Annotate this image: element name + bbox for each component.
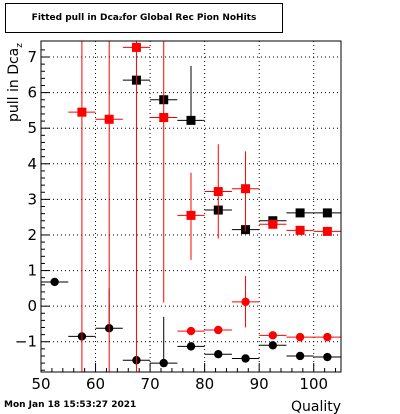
square-marker	[77, 107, 87, 117]
data-point	[122, 41, 151, 372]
data-point	[177, 326, 205, 336]
data-point	[231, 275, 260, 328]
x-tick-label: 100	[299, 375, 328, 393]
circle-marker	[268, 341, 278, 350]
x-tick-label: 50	[31, 375, 50, 393]
y-tick-label: 0	[27, 297, 37, 315]
circle-marker	[159, 358, 168, 368]
square-marker	[186, 210, 196, 220]
chart-title-main: Fitted pull in Dca	[31, 13, 119, 23]
chart-title: Fitted pull in Dca z for Global Rec Pion …	[5, 3, 283, 33]
series-3	[68, 41, 341, 372]
circle-marker	[241, 297, 250, 307]
chart-title-rest: for Global Rec Pion NoHits	[122, 13, 257, 23]
circle-marker	[186, 342, 196, 351]
series-2	[122, 65, 341, 235]
data-point	[286, 332, 314, 342]
square-marker	[186, 115, 196, 125]
y-axis-title-subscript: z	[15, 43, 25, 48]
data-point	[68, 41, 96, 372]
chart-title-subscript: z	[118, 14, 123, 22]
circle-marker	[323, 332, 332, 342]
square-marker	[295, 208, 305, 218]
y-tick-label: 5	[27, 119, 37, 137]
data-point	[95, 41, 123, 372]
y-tick-label: 7	[27, 48, 37, 66]
circle-marker	[214, 325, 223, 335]
data-point	[286, 225, 314, 235]
square-marker	[268, 219, 278, 229]
y-tick-label: −1	[15, 333, 37, 351]
data-point	[259, 341, 287, 350]
circle-marker	[50, 277, 59, 287]
square-marker	[322, 208, 332, 218]
data-point	[177, 172, 205, 260]
data-point	[259, 219, 287, 229]
circle-marker	[295, 351, 305, 361]
circle-marker	[241, 354, 250, 363]
data-point	[231, 354, 260, 363]
data-point	[204, 350, 232, 359]
y-tick-label: 3	[27, 190, 37, 208]
circle-marker	[214, 350, 223, 359]
data-point	[259, 331, 287, 340]
axis-ticks: 50 60 70 80 90 100 −1 0 1 2 3 4 5 6 7	[15, 48, 337, 393]
square-marker	[241, 184, 251, 194]
series-0	[41, 277, 341, 368]
data-points	[41, 41, 341, 372]
data-point	[204, 144, 232, 239]
data-point	[177, 65, 205, 125]
circle-marker	[295, 332, 305, 342]
data-point	[41, 277, 69, 287]
square-marker	[322, 226, 332, 236]
datestamp: Mon Jan 18 15:53:27 2021	[4, 400, 137, 410]
x-axis-title: Quality	[291, 399, 341, 414]
data-point	[204, 325, 232, 335]
circle-marker	[323, 352, 332, 362]
data-point	[231, 151, 260, 232]
x-tick-label: 60	[86, 375, 105, 393]
square-marker	[159, 113, 169, 123]
square-marker	[213, 187, 223, 197]
y-axis-title-main: pull in Dca	[6, 48, 22, 122]
data-point	[313, 352, 341, 362]
square-marker	[131, 42, 141, 52]
y-tick-label: 1	[27, 262, 37, 280]
data-point	[286, 351, 314, 361]
x-tick-label: 70	[141, 375, 160, 393]
data-point	[150, 316, 178, 368]
data-point	[313, 208, 341, 218]
circle-marker	[186, 326, 196, 336]
data-point	[286, 208, 314, 218]
y-tick-label: 2	[27, 226, 37, 244]
series-1	[177, 275, 341, 342]
square-marker	[104, 114, 114, 124]
circle-marker	[268, 331, 278, 340]
y-tick-label: 6	[27, 84, 37, 102]
x-tick-label: 90	[250, 375, 269, 393]
data-point	[313, 226, 341, 236]
square-marker	[295, 225, 305, 235]
x-tick-label: 80	[195, 375, 214, 393]
data-point	[150, 41, 178, 303]
y-tick-label: 4	[27, 155, 37, 173]
data-point	[177, 342, 205, 351]
data-point	[313, 332, 341, 342]
y-axis-title-text: pull in Dcaz	[6, 43, 25, 122]
y-axis-title: pull in Dcaz	[6, 43, 25, 122]
